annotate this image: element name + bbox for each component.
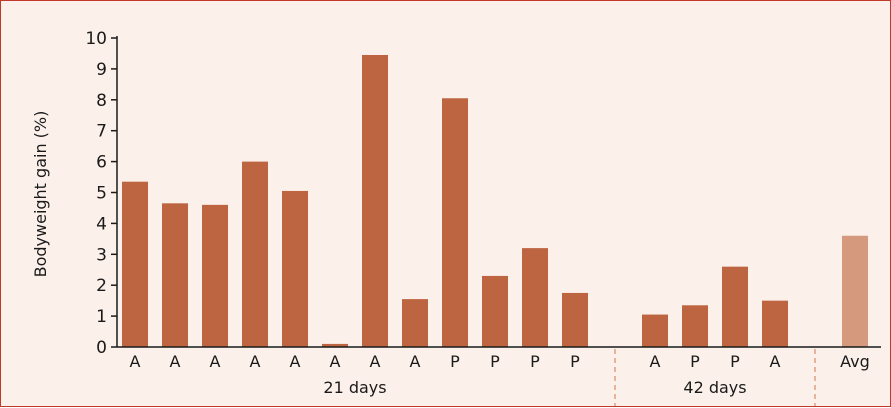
x-tick-label: A: [290, 352, 301, 371]
x-tick-label: A: [130, 352, 141, 371]
x-tick-label: A: [650, 352, 661, 371]
x-tick-label: P: [730, 352, 740, 371]
bar: [482, 275, 508, 347]
y-axis: 0 1 2 3 4 5 6 7 8 9 10: [85, 29, 118, 358]
average-bar: [842, 235, 868, 347]
x-tick-label: A: [330, 352, 341, 371]
bar: [562, 292, 588, 347]
bars: [122, 54, 868, 348]
x-tick-label: A: [410, 352, 421, 371]
x-tick-label: P: [570, 352, 580, 371]
x-tick-label: Avg: [840, 352, 870, 371]
bar: [282, 190, 308, 347]
group-label: 21 days: [323, 378, 386, 397]
bar: [162, 203, 188, 347]
bar: [242, 161, 268, 347]
bar: [202, 204, 228, 347]
group-label: 42 days: [683, 378, 746, 397]
bar: [362, 54, 388, 348]
x-tick-label: A: [370, 352, 381, 371]
bar: [682, 305, 708, 347]
x-tick-label: A: [210, 352, 221, 371]
x-axis: A A A A A A A A P P P P A P P A Avg 21 days 42 days: [117, 346, 881, 406]
y-tick-label: 4: [96, 214, 107, 234]
bar: [122, 181, 148, 347]
y-tick-label: 8: [96, 91, 107, 111]
y-tick-label: 10: [85, 29, 107, 49]
bar: [402, 299, 428, 347]
x-tick-label: A: [170, 352, 181, 371]
y-tick-label: 1: [96, 307, 107, 327]
bar: [642, 314, 668, 347]
y-tick-label: 3: [96, 245, 107, 265]
y-axis-label: Bodyweight gain (%): [31, 111, 50, 278]
y-tick-label: 5: [96, 184, 107, 204]
bar: [722, 266, 748, 347]
y-tick-label: 0: [96, 338, 107, 358]
x-tick-label: P: [490, 352, 500, 371]
x-tick-label: P: [690, 352, 700, 371]
bar: [762, 300, 788, 347]
x-tick-label: A: [250, 352, 261, 371]
y-tick-label: 6: [96, 153, 107, 173]
bar: [442, 98, 468, 347]
y-tick-label: 7: [96, 122, 107, 142]
x-tick-label: P: [450, 352, 460, 371]
x-tick-label: P: [530, 352, 540, 371]
y-tick-label: 2: [96, 276, 107, 296]
y-tick-label: 9: [96, 60, 107, 80]
bar: [322, 343, 348, 347]
x-tick-label: A: [770, 352, 781, 371]
bar: [522, 248, 548, 347]
